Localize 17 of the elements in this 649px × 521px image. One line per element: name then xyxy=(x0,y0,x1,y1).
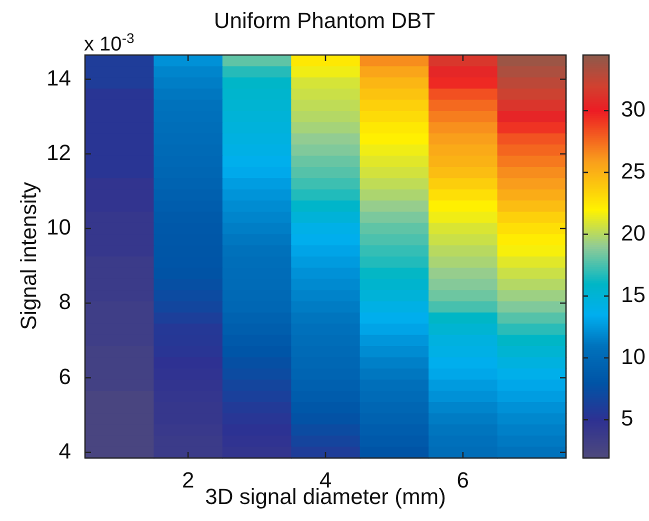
y-tick-label: 10 xyxy=(46,214,71,240)
y-axis-title: Signal intensity xyxy=(16,182,42,330)
chart-title: Uniform Phantom DBT xyxy=(214,8,436,33)
x-tick-label: 6 xyxy=(456,467,470,492)
annotation: x 10$^{-3}$ xyxy=(84,30,134,57)
color-bar-label: 5 xyxy=(621,406,634,431)
y-tick-label: 12 xyxy=(46,140,71,165)
x-tick-label: 2 xyxy=(182,467,194,492)
color-bar-label: 30 xyxy=(621,96,646,122)
color-bar-label: 15 xyxy=(621,282,646,308)
y-tick-label: 6 xyxy=(58,364,71,389)
color-bar-label: 20 xyxy=(621,220,646,246)
y-tick-label: 8 xyxy=(58,289,71,314)
y-tick-label: 14 xyxy=(46,65,71,90)
color-bar-label: 25 xyxy=(621,158,646,184)
y-tick-label: 4 xyxy=(58,438,71,464)
color-bar-label: 10 xyxy=(621,344,646,369)
